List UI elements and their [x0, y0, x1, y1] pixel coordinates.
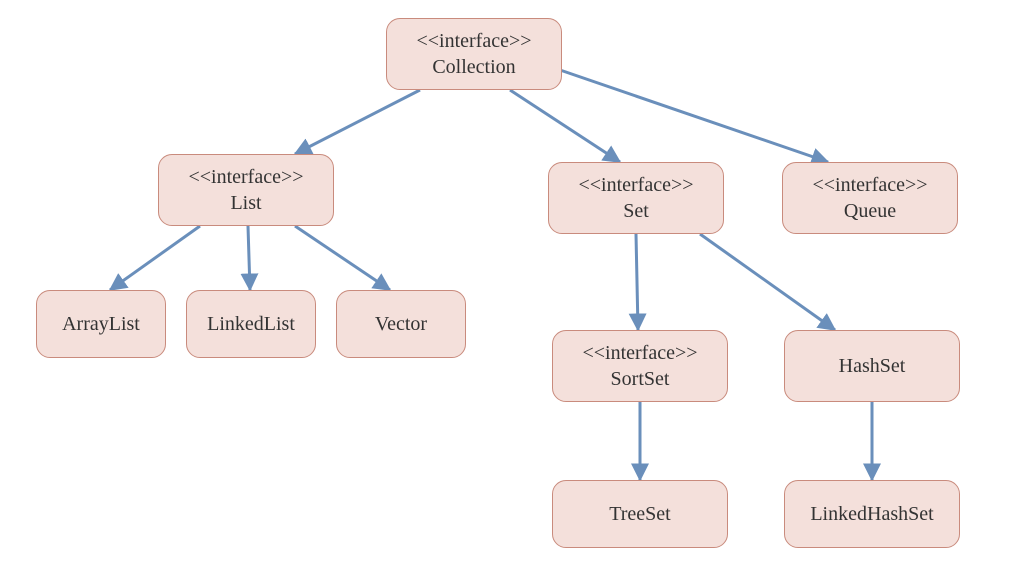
edge-set-sortset [636, 234, 638, 330]
node-queue: <<interface>>Queue [782, 162, 958, 234]
edge-list-linkedlist [248, 226, 250, 290]
node-label: ArrayList [62, 311, 140, 337]
node-label: Set [623, 198, 649, 224]
node-label: TreeSet [609, 501, 670, 527]
node-arraylist: ArrayList [36, 290, 166, 358]
node-label: HashSet [839, 353, 906, 379]
node-label: List [230, 190, 261, 216]
node-linkedlist: LinkedList [186, 290, 316, 358]
node-hashset: HashSet [784, 330, 960, 402]
node-label: LinkedList [207, 311, 295, 337]
edge-set-hashset [700, 234, 835, 330]
node-treeset: TreeSet [552, 480, 728, 548]
node-label: SortSet [611, 366, 670, 392]
edge-collection-list [295, 90, 420, 154]
node-collection: <<interface>>Collection [386, 18, 562, 90]
edge-collection-queue [560, 70, 828, 162]
node-stereotype: <<interface>> [812, 172, 927, 198]
node-vector: Vector [336, 290, 466, 358]
edge-collection-set [510, 90, 620, 162]
node-stereotype: <<interface>> [188, 164, 303, 190]
node-label: Collection [432, 54, 515, 80]
edge-list-vector [295, 226, 390, 290]
node-label: Queue [844, 198, 896, 224]
node-label: LinkedHashSet [810, 501, 933, 527]
node-stereotype: <<interface>> [416, 28, 531, 54]
node-stereotype: <<interface>> [582, 340, 697, 366]
edge-list-arraylist [110, 226, 200, 290]
node-stereotype: <<interface>> [578, 172, 693, 198]
node-label: Vector [375, 311, 427, 337]
node-sortset: <<interface>>SortSet [552, 330, 728, 402]
node-linkedhashset: LinkedHashSet [784, 480, 960, 548]
node-set: <<interface>>Set [548, 162, 724, 234]
node-list: <<interface>>List [158, 154, 334, 226]
